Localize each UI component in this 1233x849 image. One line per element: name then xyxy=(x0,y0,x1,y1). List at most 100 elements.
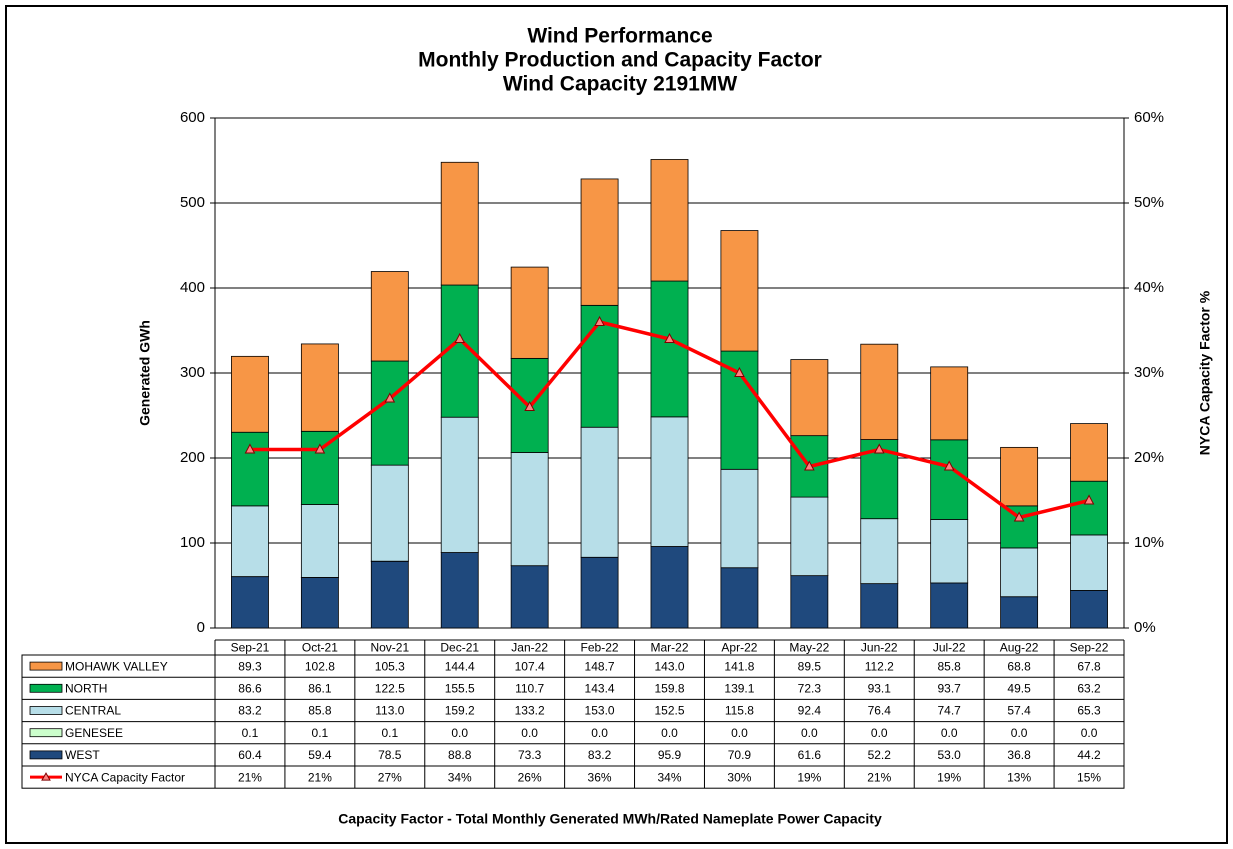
y-tick-label: 500 xyxy=(180,194,205,211)
table-cell: 0.0 xyxy=(941,726,958,740)
y-tick-label: 200 xyxy=(180,449,205,466)
table-cell: 34% xyxy=(448,770,472,784)
x-tick-label: Jun-22 xyxy=(861,641,898,655)
y-tick-label: 600 xyxy=(180,109,205,126)
bar-segment xyxy=(650,416,689,547)
legend-swatch xyxy=(29,706,63,715)
bar-segment xyxy=(510,452,549,567)
bar-segment xyxy=(580,178,619,306)
table-cell: 141.8 xyxy=(724,659,754,673)
x-tick-label: Oct-21 xyxy=(302,641,338,655)
table-cell: 159.2 xyxy=(445,704,475,718)
table-cell: 74.7 xyxy=(938,704,962,718)
y-tick-label: 300 xyxy=(180,364,205,381)
line-marker xyxy=(664,332,675,343)
table-cell: 27% xyxy=(378,770,402,784)
bar-segment xyxy=(1070,590,1108,629)
table-cell: 78.5 xyxy=(378,748,402,762)
line-marker xyxy=(454,332,466,343)
x-tick-label: Jan-22 xyxy=(511,641,548,655)
table-cell: 93.1 xyxy=(868,681,892,695)
table-cell: 0.0 xyxy=(661,726,678,740)
table-cell: 110.7 xyxy=(515,681,544,695)
table-cell: 72.3 xyxy=(798,681,822,695)
table-cell: 0.0 xyxy=(451,726,468,740)
bar-segment xyxy=(860,518,899,585)
bar-segment xyxy=(930,439,969,520)
bar-segment xyxy=(510,565,549,629)
table-cell: 67.8 xyxy=(1077,659,1101,673)
line-marker xyxy=(734,366,745,377)
bar-segment xyxy=(1070,534,1108,591)
line-marker xyxy=(1013,511,1025,522)
y2-tick-label: 40% xyxy=(1134,279,1164,296)
table-cell: 83.2 xyxy=(238,704,262,718)
bar-segment xyxy=(580,426,619,558)
line-marker xyxy=(244,443,256,454)
line-marker xyxy=(384,392,396,403)
bar-segment xyxy=(300,577,339,629)
table-cell: 85.8 xyxy=(938,659,962,673)
bar-segment xyxy=(370,560,409,629)
table-cell: 73.3 xyxy=(518,748,542,762)
table-cell: 19% xyxy=(937,770,961,784)
table-cell: 0.1 xyxy=(312,726,329,740)
legend-label: NYCA Capacity Factor xyxy=(65,770,185,784)
bar-segment xyxy=(231,576,269,629)
table-cell: 152.5 xyxy=(654,704,684,718)
table-cell: 112.2 xyxy=(865,659,894,673)
y2-tick-label: 30% xyxy=(1134,364,1164,381)
table-cell: 30% xyxy=(727,770,751,784)
table-cell: 89.5 xyxy=(798,659,822,673)
chart-title: Wind Performance xyxy=(527,25,712,48)
bar-segment xyxy=(720,567,759,629)
line-marker xyxy=(524,400,535,411)
bar-segment xyxy=(1000,596,1039,629)
table-cell: 143.0 xyxy=(654,659,684,673)
table-cell: 49.5 xyxy=(1007,681,1031,695)
table-cell: 63.2 xyxy=(1077,681,1101,695)
table-cell: 21% xyxy=(308,770,332,784)
bar-segment xyxy=(1000,446,1039,507)
table-cell: 153.0 xyxy=(585,704,615,718)
legend-label: MOHAWK VALLEY xyxy=(65,659,168,673)
table-cell: 143.4 xyxy=(585,681,615,695)
x-tick-label: May-22 xyxy=(789,641,829,655)
y-tick-label: 400 xyxy=(180,279,205,296)
x-tick-label: Sep-21 xyxy=(231,641,270,655)
bar-segment xyxy=(370,360,409,466)
table-cell: 44.2 xyxy=(1077,748,1101,762)
bar-segment xyxy=(930,582,969,629)
table-cell: 76.4 xyxy=(868,704,892,718)
legend-label: WEST xyxy=(65,748,100,762)
bar-segment xyxy=(930,366,969,441)
bar-segment xyxy=(300,430,339,505)
table-cell: 155.5 xyxy=(445,681,475,695)
bar-segment xyxy=(720,230,759,352)
table-cell: 139.1 xyxy=(724,681,754,695)
bar-segment xyxy=(370,271,409,362)
legend-swatch xyxy=(29,728,63,738)
x-tick-label: Dec-21 xyxy=(440,641,479,655)
bar-segment xyxy=(650,159,689,282)
table-cell: 53.0 xyxy=(938,748,962,762)
bar-segment xyxy=(650,546,689,629)
table-cell: 83.2 xyxy=(588,748,612,762)
bar-segment xyxy=(650,280,689,418)
table-cell: 113.0 xyxy=(375,704,404,718)
line-marker xyxy=(314,443,326,454)
table-cell: 59.4 xyxy=(308,748,332,762)
line-marker xyxy=(943,460,955,471)
bar-segment xyxy=(790,359,829,437)
line-marker xyxy=(594,315,605,326)
table-cell: 57.4 xyxy=(1007,704,1031,718)
bar-segment xyxy=(1070,480,1108,536)
table-cell: 0.0 xyxy=(1081,726,1098,740)
bar-segment xyxy=(440,161,479,286)
table-cell: 85.8 xyxy=(308,704,332,718)
table-cell: 13% xyxy=(1007,770,1031,784)
table-cell: 93.7 xyxy=(938,681,962,695)
table-cell: 0.0 xyxy=(801,726,818,740)
table-cell: 60.4 xyxy=(238,748,262,762)
table-cell: 34% xyxy=(657,770,681,784)
